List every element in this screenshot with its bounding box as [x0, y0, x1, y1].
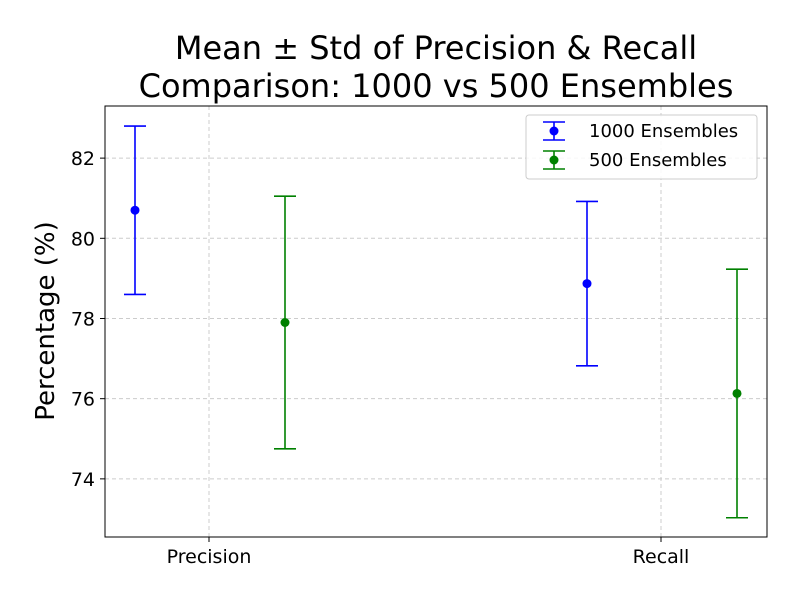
- legend-marker-point: [549, 155, 559, 165]
- legend-marker-point: [549, 126, 559, 136]
- legend-label: 500 Ensembles: [589, 150, 727, 171]
- mean-point: [130, 205, 140, 215]
- x-tick-label: Precision: [167, 546, 252, 568]
- y-tick-label: 76: [71, 389, 95, 411]
- legend-label: 1000 Ensembles: [589, 121, 738, 142]
- mean-point: [582, 279, 592, 289]
- data-marks: [124, 125, 748, 519]
- chart-title-line-2: Comparison: 1000 vs 500 Ensembles: [139, 67, 734, 105]
- legend: 1000 Ensembles 500 Ensembles: [525, 114, 758, 180]
- plot-frame: [104, 105, 768, 538]
- axis-ticks: 74 76 78 80 82 Precision Recall: [71, 148, 690, 568]
- mean-point: [732, 388, 742, 398]
- y-axis-label: Percentage (%): [31, 221, 61, 421]
- x-tick-label: Recall: [633, 546, 690, 568]
- y-tick-label: 78: [71, 308, 95, 330]
- legend-box: [525, 114, 758, 180]
- chart-title-line-1: Mean ± Std of Precision & Recall: [175, 29, 697, 67]
- y-tick-label: 82: [71, 148, 95, 170]
- mean-point: [280, 318, 290, 328]
- y-tick-label: 80: [71, 228, 95, 250]
- y-tick-label: 74: [71, 469, 95, 491]
